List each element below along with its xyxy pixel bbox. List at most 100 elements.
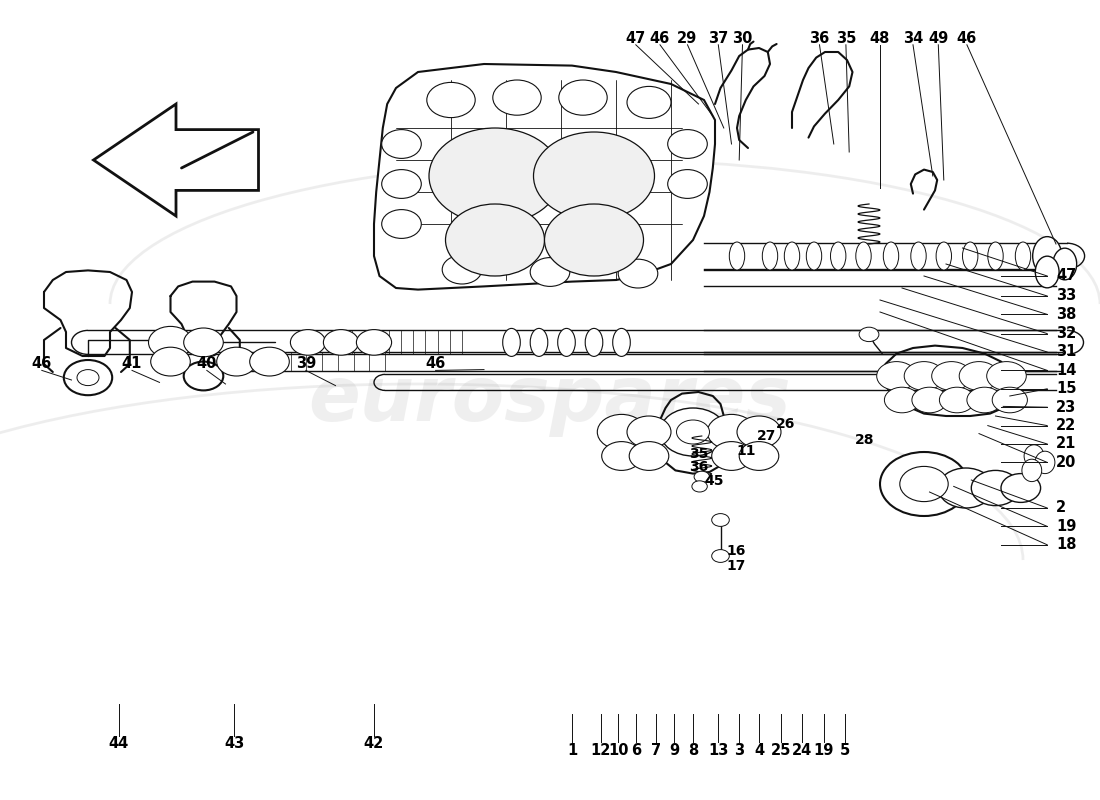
Text: 31: 31 (1056, 345, 1077, 359)
Text: 48: 48 (870, 31, 890, 46)
Ellipse shape (936, 242, 952, 270)
Circle shape (148, 326, 192, 358)
Polygon shape (94, 104, 258, 216)
Text: 35: 35 (836, 31, 856, 46)
Ellipse shape (762, 242, 778, 270)
Circle shape (184, 362, 223, 390)
Ellipse shape (558, 328, 575, 357)
Text: 1: 1 (566, 743, 578, 758)
Circle shape (971, 470, 1020, 506)
Circle shape (694, 471, 710, 482)
Text: 46: 46 (32, 357, 52, 371)
Circle shape (967, 387, 1002, 413)
Text: 2: 2 (1056, 501, 1066, 515)
Circle shape (534, 132, 654, 220)
Circle shape (877, 362, 916, 390)
Circle shape (668, 130, 707, 158)
Text: 32: 32 (1056, 326, 1076, 341)
Ellipse shape (729, 242, 745, 270)
Text: 47: 47 (1056, 269, 1076, 283)
Circle shape (290, 330, 326, 355)
Circle shape (427, 82, 475, 118)
Ellipse shape (530, 328, 548, 357)
Circle shape (64, 360, 112, 395)
Ellipse shape (1033, 237, 1062, 275)
Text: 40: 40 (197, 357, 217, 371)
Ellipse shape (1035, 451, 1055, 474)
Ellipse shape (988, 242, 1003, 270)
Circle shape (737, 416, 781, 448)
Circle shape (939, 387, 975, 413)
Text: 10: 10 (608, 743, 628, 758)
Circle shape (618, 259, 658, 288)
Circle shape (217, 347, 256, 376)
Circle shape (938, 468, 993, 508)
Circle shape (382, 170, 421, 198)
Text: 13: 13 (708, 743, 728, 758)
Text: 24: 24 (792, 743, 812, 758)
Circle shape (880, 452, 968, 516)
Circle shape (382, 130, 421, 158)
Text: 5: 5 (839, 743, 850, 758)
Ellipse shape (830, 242, 846, 270)
Circle shape (382, 210, 421, 238)
Circle shape (530, 258, 570, 286)
Circle shape (250, 347, 289, 376)
Ellipse shape (585, 328, 603, 357)
Circle shape (493, 80, 541, 115)
Text: 36: 36 (689, 460, 708, 474)
Text: 7: 7 (650, 743, 661, 758)
Text: 47: 47 (626, 31, 646, 46)
Text: 4: 4 (754, 743, 764, 758)
Ellipse shape (503, 328, 520, 357)
Text: eurospares: eurospares (309, 363, 791, 437)
Text: 46: 46 (650, 31, 670, 46)
Circle shape (660, 408, 726, 456)
Ellipse shape (911, 242, 926, 270)
Text: 19: 19 (814, 743, 834, 758)
Ellipse shape (883, 242, 899, 270)
Circle shape (676, 420, 710, 444)
Text: 25: 25 (771, 743, 791, 758)
Text: 28: 28 (855, 433, 875, 447)
Circle shape (446, 204, 544, 276)
Text: 45: 45 (704, 474, 724, 488)
Text: 9: 9 (669, 743, 680, 758)
Text: 35: 35 (689, 446, 708, 461)
Text: 11: 11 (736, 444, 756, 458)
Text: 44: 44 (109, 737, 129, 751)
Ellipse shape (1040, 242, 1055, 270)
Text: 21: 21 (1056, 437, 1077, 451)
Text: 20: 20 (1056, 455, 1077, 470)
Circle shape (692, 481, 707, 492)
Ellipse shape (613, 328, 630, 357)
Ellipse shape (1022, 459, 1042, 482)
Circle shape (904, 362, 944, 390)
Circle shape (739, 442, 779, 470)
Circle shape (884, 387, 920, 413)
Text: 43: 43 (224, 737, 244, 751)
Circle shape (597, 414, 646, 450)
Circle shape (959, 362, 999, 390)
Ellipse shape (784, 242, 800, 270)
Circle shape (707, 414, 756, 450)
Circle shape (356, 330, 392, 355)
Text: 8: 8 (688, 743, 698, 758)
Circle shape (544, 204, 644, 276)
Text: 49: 49 (928, 31, 948, 46)
Ellipse shape (1024, 445, 1044, 467)
Circle shape (629, 442, 669, 470)
Ellipse shape (856, 242, 871, 270)
Text: 33: 33 (1056, 289, 1076, 303)
Circle shape (932, 362, 971, 390)
Ellipse shape (1035, 256, 1059, 288)
Text: 26: 26 (776, 417, 795, 431)
Circle shape (559, 80, 607, 115)
Circle shape (429, 128, 561, 224)
Text: 18: 18 (1056, 538, 1077, 552)
Text: 41: 41 (122, 357, 142, 371)
Text: 12: 12 (591, 743, 611, 758)
Text: 38: 38 (1056, 307, 1077, 322)
Circle shape (712, 514, 729, 526)
Circle shape (712, 442, 751, 470)
